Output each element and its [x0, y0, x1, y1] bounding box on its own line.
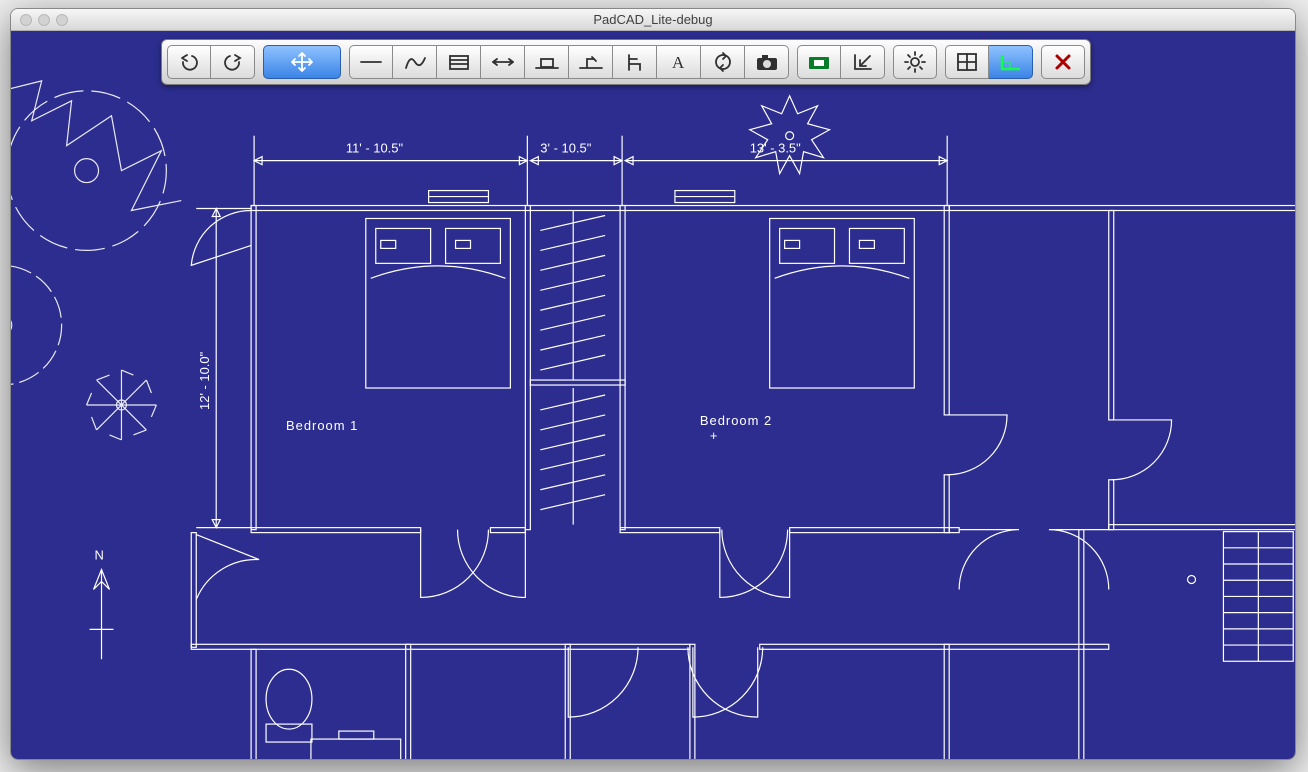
- undo-button[interactable]: [167, 45, 211, 79]
- close-icon: [1053, 52, 1073, 72]
- doors: [191, 211, 1171, 718]
- curve-tool[interactable]: [393, 45, 437, 79]
- toolbar: A: [161, 39, 1091, 85]
- hatch-tool[interactable]: [437, 45, 481, 79]
- drawing-canvas[interactable]: 11' - 10.5" 3' - 10.5" 13' - 3.5" 12' - …: [11, 31, 1295, 759]
- bedroom2-label: Bedroom 2: [700, 413, 772, 428]
- zoom-window[interactable]: [56, 14, 68, 26]
- chair-tool[interactable]: [613, 45, 657, 79]
- gear-decor: [11, 81, 181, 440]
- break-icon: [577, 52, 605, 72]
- svg-text:+: +: [710, 428, 718, 443]
- stairs: [1223, 532, 1293, 662]
- grid-button[interactable]: [945, 45, 989, 79]
- svg-text:12' - 10.0": 12' - 10.0": [197, 351, 212, 410]
- svg-text:A: A: [672, 53, 685, 72]
- bathroom: [266, 669, 401, 759]
- rotate-tool[interactable]: [701, 45, 745, 79]
- break-tool[interactable]: [569, 45, 613, 79]
- curve-icon: [402, 52, 428, 72]
- app-window: PadCAD_Lite-debug: [10, 8, 1296, 760]
- redo-icon: [222, 52, 244, 72]
- closet-hatch: [540, 211, 605, 525]
- bed-2: [770, 218, 915, 388]
- compass: N: [90, 548, 114, 660]
- line-icon: [358, 52, 384, 72]
- close-window[interactable]: [20, 14, 32, 26]
- dim-left: 12' - 10.0": [196, 209, 251, 528]
- svg-text:13' - 3.5": 13' - 3.5": [750, 141, 801, 156]
- dim-icon: [489, 52, 517, 72]
- import-button[interactable]: [841, 45, 885, 79]
- dimension-tool[interactable]: [481, 45, 525, 79]
- move-button[interactable]: [263, 45, 341, 79]
- titlebar[interactable]: PadCAD_Lite-debug: [11, 9, 1295, 31]
- text-icon: A: [668, 52, 690, 72]
- chair-icon: [623, 51, 647, 73]
- folder-icon: [805, 52, 833, 72]
- settings-button[interactable]: [893, 45, 937, 79]
- bed-1: [366, 218, 511, 388]
- floorplan-svg: 11' - 10.5" 3' - 10.5" 13' - 3.5" 12' - …: [11, 31, 1295, 759]
- move-icon: [287, 50, 317, 74]
- text-tool[interactable]: A: [657, 45, 701, 79]
- window-controls: [20, 14, 68, 26]
- gear-icon: [903, 50, 927, 74]
- rotate-icon: [711, 51, 735, 73]
- grid-icon: [955, 51, 979, 73]
- svg-text:N: N: [95, 548, 104, 563]
- tree-symbol: [750, 96, 830, 174]
- window-markers: [429, 191, 735, 203]
- redo-button[interactable]: [211, 45, 255, 79]
- close-button[interactable]: [1041, 45, 1085, 79]
- svg-text:11' - 10.5": 11' - 10.5": [346, 141, 404, 156]
- camera-icon: [754, 52, 780, 72]
- line-tool[interactable]: [349, 45, 393, 79]
- import-icon: [850, 51, 876, 73]
- camera-tool[interactable]: [745, 45, 789, 79]
- hatch-icon: [446, 52, 472, 72]
- corner-icon: [998, 51, 1024, 73]
- object-tool[interactable]: [525, 45, 569, 79]
- window-title: PadCAD_Lite-debug: [11, 12, 1295, 27]
- layers-button[interactable]: [989, 45, 1033, 79]
- library-button[interactable]: [797, 45, 841, 79]
- undo-icon: [178, 52, 200, 72]
- walls: [191, 206, 1295, 759]
- rectbase-icon: [533, 52, 561, 72]
- minimize-window[interactable]: [38, 14, 50, 26]
- dim-top: 11' - 10.5" 3' - 10.5" 13' - 3.5": [254, 136, 947, 206]
- svg-text:3' - 10.5": 3' - 10.5": [540, 141, 591, 156]
- bedroom1-label: Bedroom 1: [286, 418, 358, 433]
